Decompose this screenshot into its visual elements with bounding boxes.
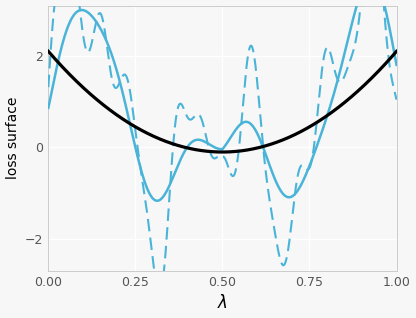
Y-axis label: loss surface: loss surface [5,97,20,179]
X-axis label: λ: λ [218,294,228,313]
